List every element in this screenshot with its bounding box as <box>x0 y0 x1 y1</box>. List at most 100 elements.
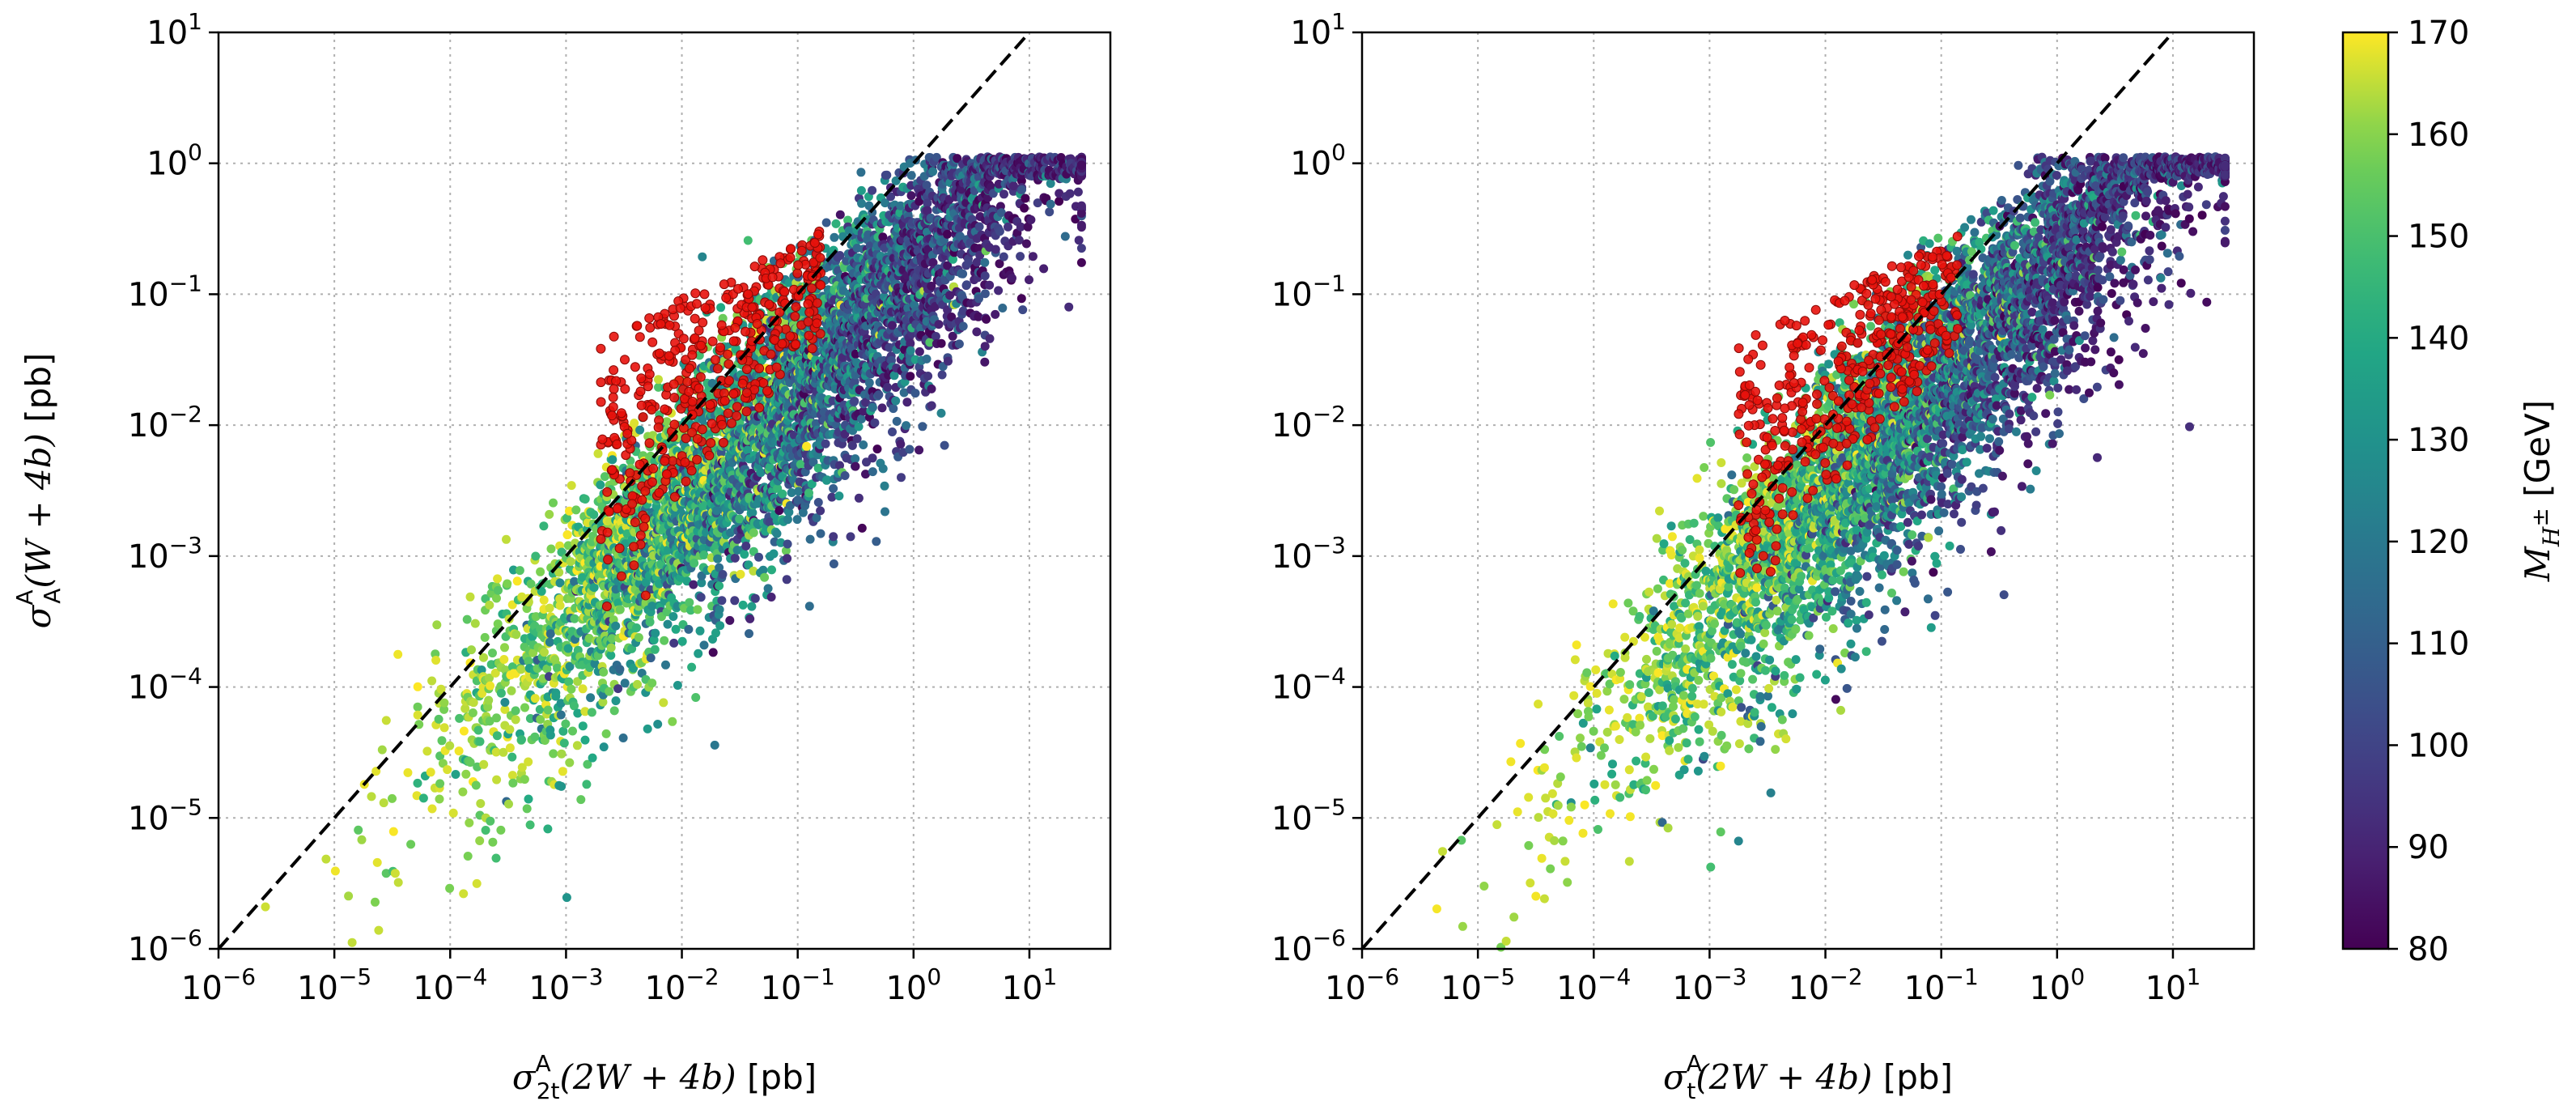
left-data-point <box>491 747 501 757</box>
left-data-point <box>804 602 814 611</box>
left-data-point <box>859 440 868 449</box>
left-data-point <box>490 668 500 678</box>
left-data-point <box>546 544 556 554</box>
left-data-point <box>783 539 792 549</box>
left-data-point <box>545 629 555 639</box>
left-data-point <box>864 378 874 388</box>
left-data-point <box>980 271 990 281</box>
left-data-point <box>502 534 511 544</box>
left-data-point <box>460 704 470 713</box>
left-data-point <box>567 684 576 694</box>
left-data-point <box>492 593 501 603</box>
left-data-point <box>816 529 825 538</box>
left-data-point <box>906 346 915 355</box>
left-data-point <box>633 679 642 689</box>
left-data-point <box>829 484 838 493</box>
left-data-point <box>371 897 380 907</box>
left-data-point <box>609 706 619 716</box>
left-data-point <box>524 657 533 666</box>
left-data-point <box>792 515 802 525</box>
left-data-point <box>995 227 1004 236</box>
left-data-point <box>999 189 1008 199</box>
left-data-point <box>830 232 839 242</box>
left-data-point <box>467 645 476 655</box>
left-data-point <box>563 541 573 551</box>
left-data-point <box>445 883 455 893</box>
left-data-point <box>928 167 938 176</box>
left-data-point <box>540 648 549 657</box>
left-data-point <box>516 665 526 674</box>
left-data-point <box>413 778 422 788</box>
left-data-point <box>427 676 437 686</box>
left-data-point <box>500 704 510 714</box>
left-data-point <box>470 619 480 628</box>
left-data-point <box>555 601 565 610</box>
left-data-point <box>542 664 552 674</box>
left-data-point <box>880 481 889 491</box>
left-data-point <box>856 185 866 195</box>
left-data-point <box>629 663 639 673</box>
left-data-point <box>448 808 458 818</box>
left-data-point <box>940 440 949 450</box>
left-data-point <box>608 455 617 465</box>
left-data-point <box>588 753 597 763</box>
left-data-point <box>504 799 513 809</box>
left-data-point <box>646 653 656 663</box>
left-data-point <box>767 565 776 575</box>
left-data-point <box>372 857 382 867</box>
left-data-point <box>554 568 564 577</box>
left-data-point <box>488 648 497 658</box>
left-data-point <box>520 775 529 784</box>
left-data-point <box>936 408 946 418</box>
left-data-point <box>840 471 850 480</box>
left-data-point <box>661 660 670 670</box>
left-data-point <box>613 684 623 694</box>
left-data-point <box>578 684 588 694</box>
left-data-point <box>357 835 367 844</box>
left-data-point <box>980 289 990 299</box>
left-data-point <box>463 852 473 861</box>
left-data-point <box>479 653 488 662</box>
left-data-point <box>883 382 893 392</box>
left-data-point <box>659 698 668 708</box>
left-data-point <box>906 372 915 381</box>
left-data-point <box>580 707 590 716</box>
left-data-point <box>465 818 474 827</box>
left-data-point <box>991 244 1000 254</box>
left-data-point <box>393 649 403 659</box>
left-data-point <box>774 506 784 516</box>
left-data-point <box>435 794 444 804</box>
left-data-point <box>545 730 555 740</box>
left-data-point <box>526 579 536 589</box>
left-data-point <box>524 794 533 804</box>
left-data-point <box>846 532 855 542</box>
left-data-point <box>344 891 354 901</box>
left-data-point <box>763 584 773 593</box>
left-data-point <box>673 681 682 690</box>
left-data-point <box>545 509 554 519</box>
left-data-point <box>805 534 815 544</box>
left-data-point <box>458 787 468 797</box>
left-data-point <box>611 696 621 706</box>
left-data-point <box>653 720 663 729</box>
left-data-point <box>698 252 707 261</box>
left-data-point <box>669 638 679 648</box>
left-data-point <box>543 824 553 834</box>
left-data-point <box>507 686 516 695</box>
left-data-point <box>481 594 490 603</box>
left-data-point <box>991 309 1000 319</box>
left-data-point <box>851 461 860 471</box>
left-data-point <box>906 171 916 181</box>
left-data-point <box>745 629 753 639</box>
left-data-point <box>689 580 698 589</box>
left-data-point <box>565 506 574 516</box>
left-data-point <box>937 370 947 380</box>
left-data-point <box>918 422 927 432</box>
left-data-point <box>557 781 567 791</box>
left-data-point <box>982 314 991 324</box>
left-data-point <box>531 612 541 622</box>
left-data-point <box>892 416 902 426</box>
left-data-point <box>582 780 592 789</box>
left-data-point <box>517 763 527 772</box>
left-data-point <box>868 453 877 463</box>
